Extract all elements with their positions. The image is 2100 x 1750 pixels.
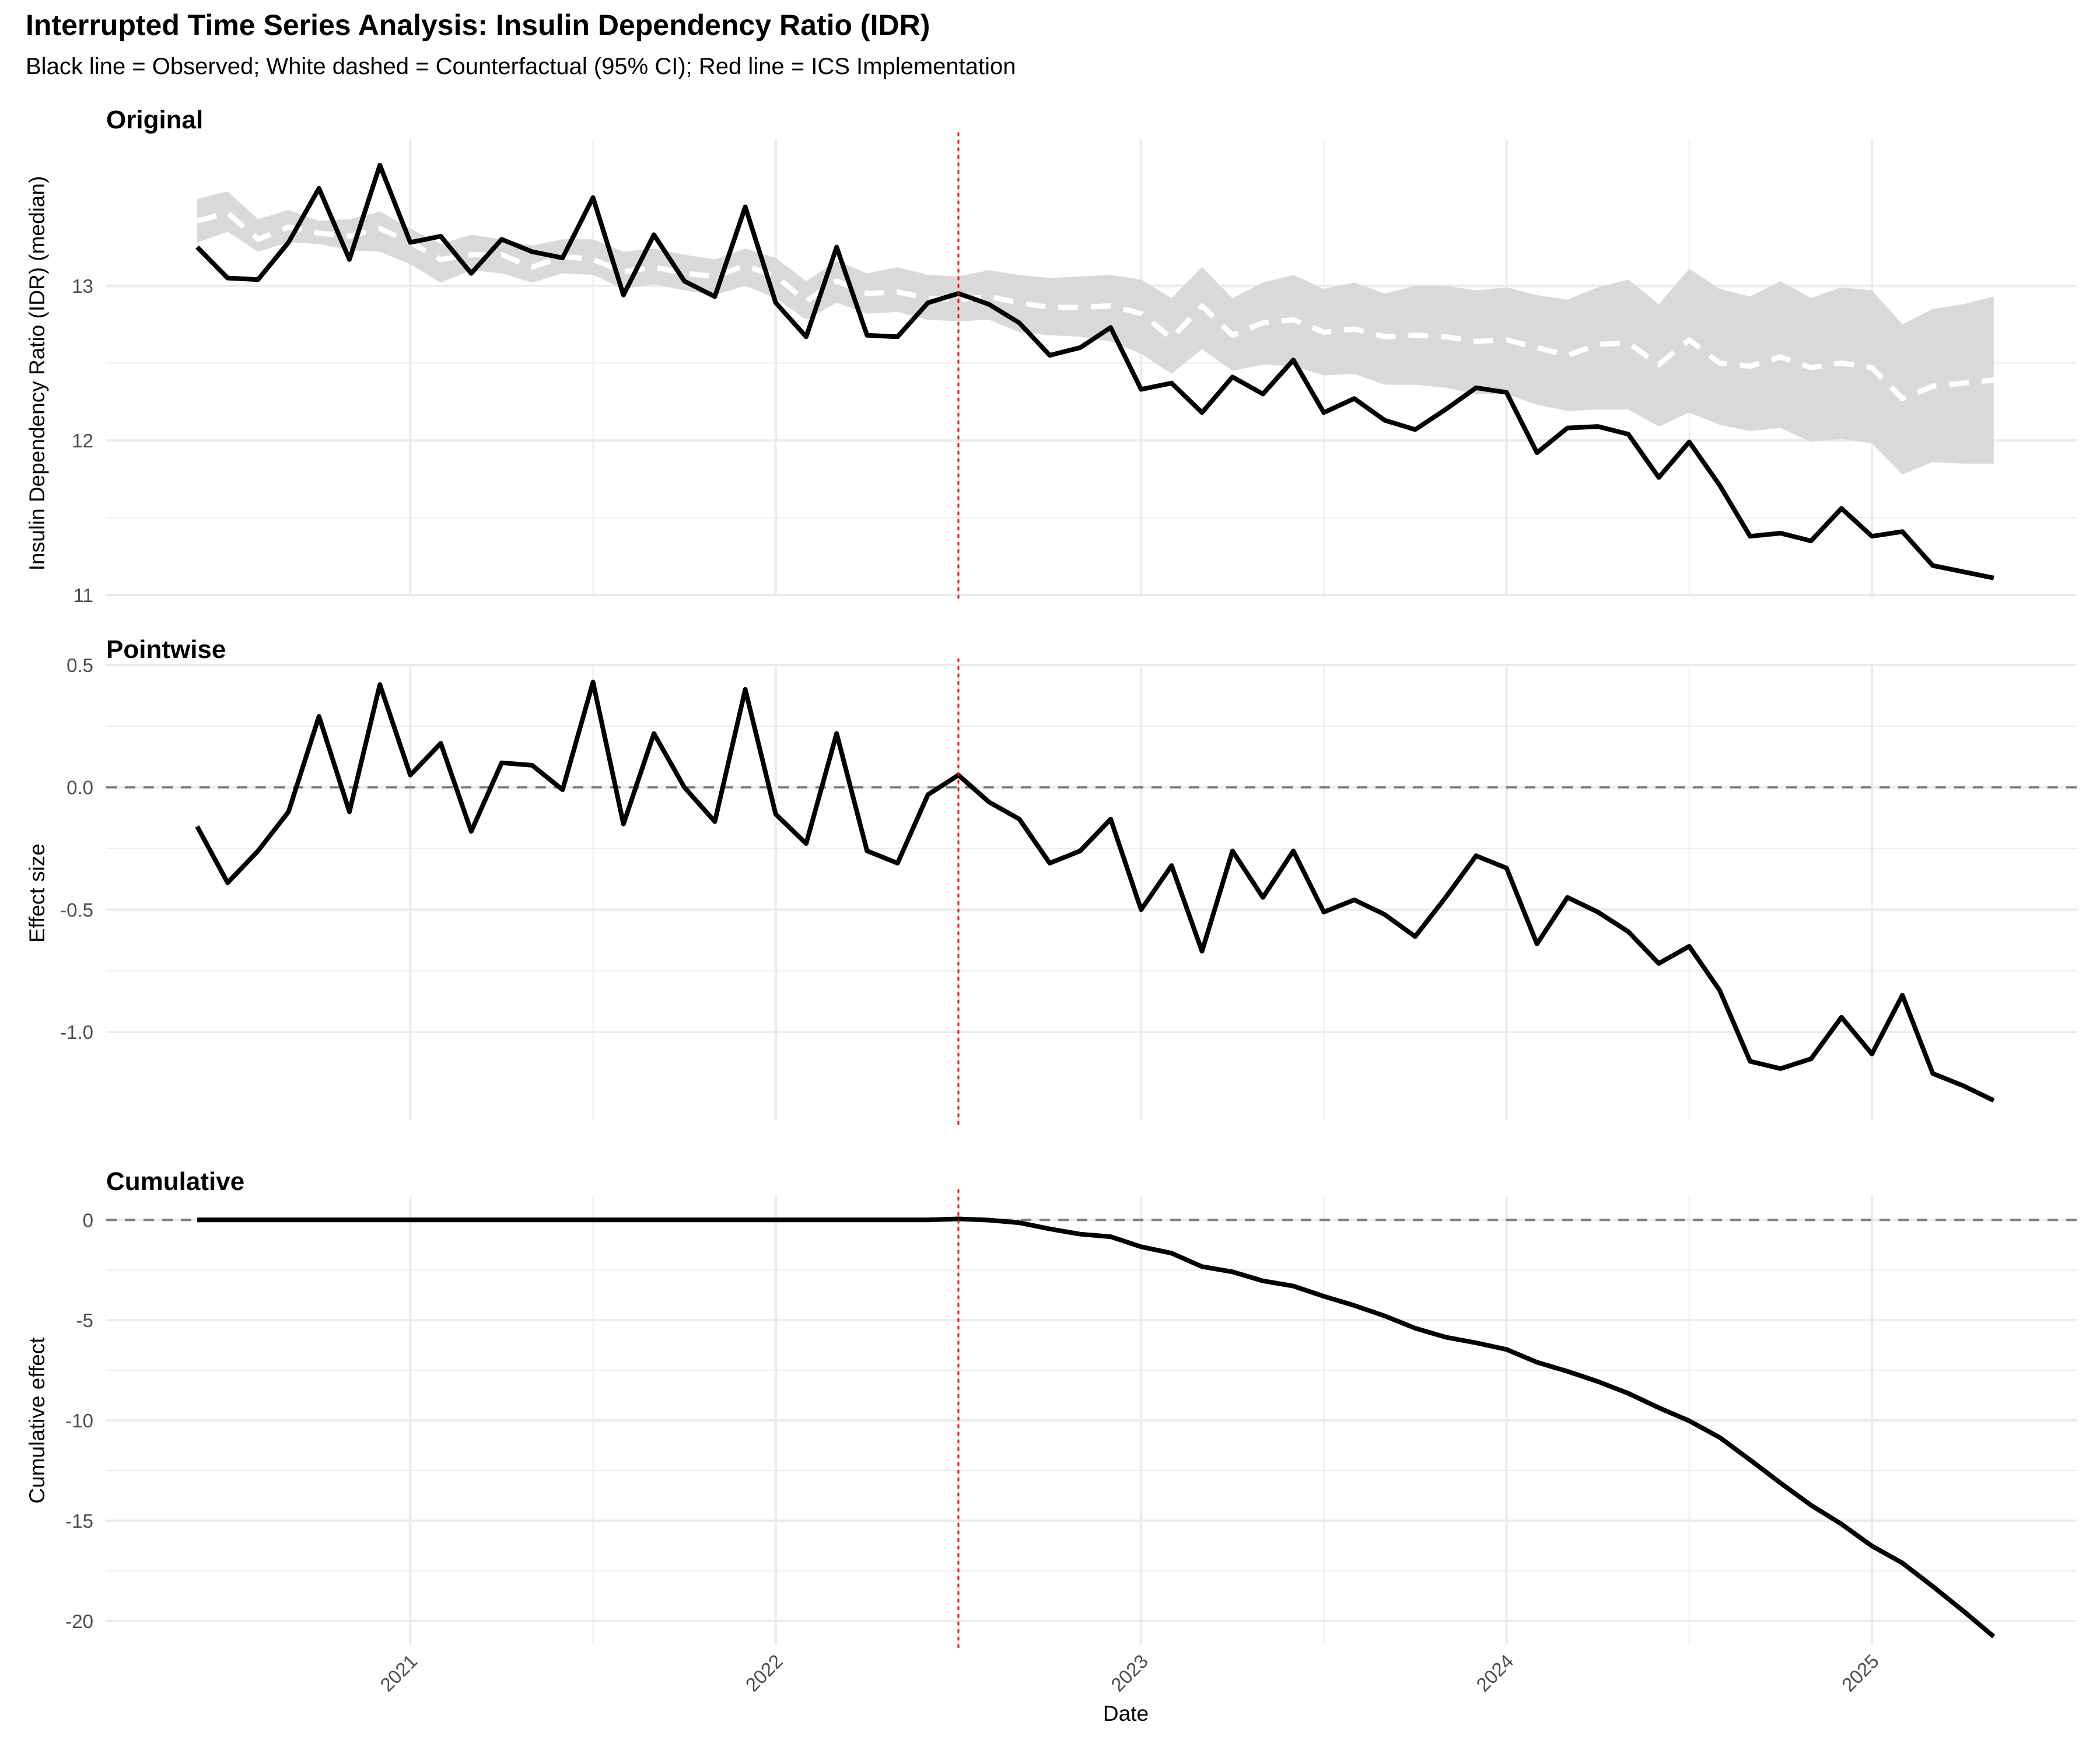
x-tick-label: 2022 (741, 1650, 787, 1696)
panel-title-pointwise: Pointwise (106, 635, 226, 664)
y-tick-label: -0.5 (60, 899, 93, 921)
panel-pointwise: Pointwise Effect size -1.0 -0.5 0.0 0.5 (25, 635, 2077, 1127)
y-tick-label: 11 (74, 584, 93, 606)
x-tick-label: 2025 (1838, 1650, 1883, 1696)
x-tick-label: 2021 (376, 1650, 421, 1696)
panel-original: Original Insulin Dependency Ratio (IDR) … (25, 106, 2077, 606)
ci-band (197, 191, 1994, 475)
y-tick-label: 0.5 (66, 654, 93, 676)
y-tick-label: 12 (72, 430, 93, 452)
y-tick-label: 13 (72, 275, 93, 297)
panel-cumulative: Cumulative Cumulative effect -20 -15 -10 -5… (25, 1167, 2077, 1652)
page-title: Interrupted Time Series Analysis: Insuli… (26, 9, 930, 41)
y-axis-title-cumulative: Cumulative effect (25, 1337, 49, 1504)
x-tick-label: 2024 (1472, 1650, 1517, 1696)
y-tick-label: 0 (83, 1209, 93, 1231)
y-tick-label: 0.0 (66, 777, 93, 799)
counterfactual-line (196, 210, 1994, 401)
gridlines (106, 1196, 2077, 1645)
y-tick-label: -10 (65, 1410, 93, 1432)
x-axis-title: Date (1103, 1702, 1149, 1726)
y-axis-title-pointwise: Effect size (25, 844, 49, 943)
y-tick-label: -20 (65, 1611, 93, 1632)
x-axis-ticks: 2021 2022 2023 2024 2025 (376, 1650, 1883, 1696)
y-tick-label: -15 (65, 1510, 93, 1532)
y-axis-title-original: Insulin Dependency Ratio (IDR) (median) (25, 176, 49, 571)
panel-title-cumulative: Cumulative (106, 1167, 244, 1196)
cumulative-effect-line (197, 1216, 1996, 1639)
pointwise-effect-line (195, 680, 1995, 1103)
gridlines (106, 664, 2077, 1120)
gridlines (106, 139, 2077, 596)
y-tick-label: -5 (76, 1310, 93, 1331)
y-tick-label: -1.0 (60, 1021, 93, 1043)
panel-title-original: Original (106, 106, 203, 134)
x-tick-label: 2023 (1107, 1650, 1152, 1696)
observed-line (195, 163, 1994, 580)
page-subtitle: Black line = Observed; White dashed = Co… (26, 54, 1016, 79)
